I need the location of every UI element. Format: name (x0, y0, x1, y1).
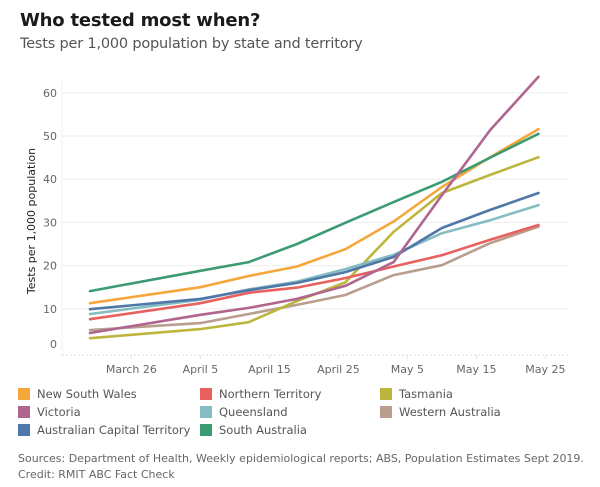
legend-swatch (200, 424, 212, 436)
x-tick-label: April 5 (183, 363, 219, 376)
series-line-australian-capital-territory (88, 191, 540, 311)
y-tick-label: 10 (43, 303, 57, 316)
legend-label: South Australia (219, 423, 307, 437)
legend-swatch (18, 424, 30, 436)
x-tick-label: May 25 (525, 363, 565, 376)
series-line-northern-territory (88, 223, 540, 321)
legend-item: Victoria (18, 405, 81, 419)
series-lines (88, 75, 540, 340)
legend-label: Western Australia (399, 405, 501, 419)
legend-item: Tasmania (380, 387, 453, 401)
y-axis: 0 10 20 30 40 50 60 (43, 87, 57, 351)
legend-item: New South Wales (18, 387, 137, 401)
legend-item: Western Australia (380, 405, 501, 419)
legend-item: Queensland (200, 405, 288, 419)
legend-swatch (200, 388, 212, 400)
series-line-tasmania (88, 155, 540, 340)
legend-label: Queensland (219, 405, 288, 419)
line-chart: 0 10 20 30 40 50 60 March 26 April 5 April 15 Apr… (25, 75, 568, 376)
y-tick-label: 50 (43, 130, 57, 143)
legend-swatch (380, 406, 392, 418)
legend-swatch (18, 388, 30, 400)
legend-label: New South Wales (37, 387, 137, 401)
legend-label: Northern Territory (219, 387, 322, 401)
x-tick-label: April 15 (248, 363, 291, 376)
series-line-south-australia (88, 132, 540, 293)
x-axis: March 26 April 5 April 15 April 25 May 5 May … (62, 354, 568, 376)
y-tick-label: 20 (43, 260, 57, 273)
x-tick-label: March 26 (106, 363, 157, 376)
y-axis-title: Tests per 1,000 population (25, 148, 38, 295)
chart-title: Who tested most when? (20, 10, 261, 31)
gridlines (61, 80, 568, 357)
legend-label: Tasmania (399, 387, 453, 401)
series-line-western-australia (88, 225, 540, 332)
x-tick-label: April 25 (317, 363, 360, 376)
legend-item: Australian Capital Territory (18, 423, 190, 437)
chart-subtitle: Tests per 1,000 population by state and … (20, 36, 363, 52)
series-line-new-south-wales (88, 127, 540, 305)
y-tick-label: 30 (43, 216, 57, 229)
legend-swatch (380, 388, 392, 400)
footer: Sources: Department of Health, Weekly ep… (18, 451, 584, 483)
x-tick-label: May 5 (391, 363, 424, 376)
y-tick-label: 60 (43, 87, 57, 100)
legend-label: Victoria (37, 405, 81, 419)
legend-item: South Australia (200, 423, 307, 437)
legend-item: Northern Territory (200, 387, 321, 401)
x-tick-label: May 15 (456, 363, 496, 376)
y-tick-label: 40 (43, 173, 57, 186)
series-line-victoria (88, 75, 540, 335)
y-tick-label: 0 (50, 338, 57, 351)
sources-note: Sources: Department of Health, Weekly ep… (18, 452, 584, 465)
legend-swatch (18, 406, 30, 418)
credit-note: Credit: RMIT ABC Fact Check (18, 468, 175, 481)
legend-swatch (200, 406, 212, 418)
legend-label: Australian Capital Territory (37, 423, 191, 437)
